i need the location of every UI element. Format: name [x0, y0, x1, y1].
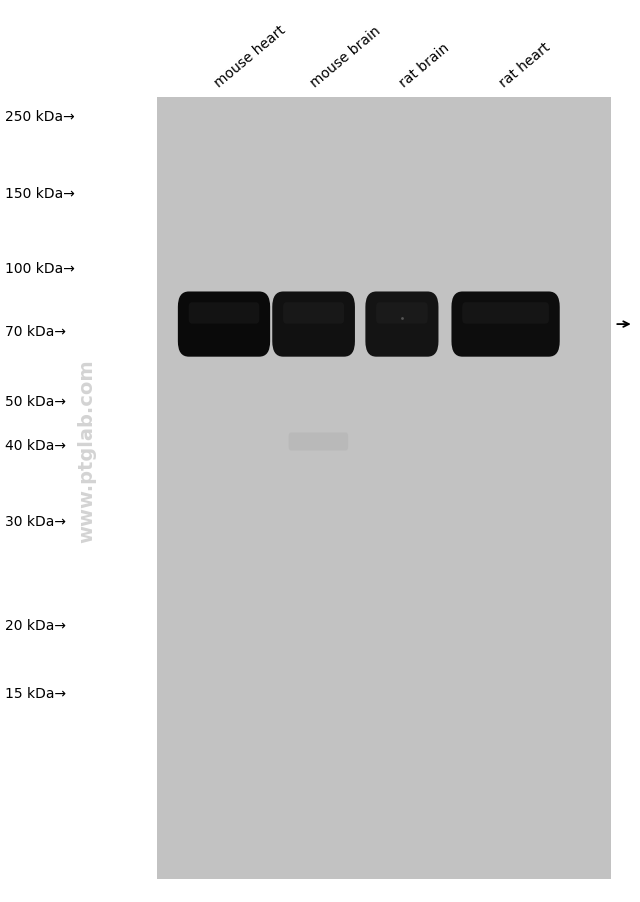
Text: 70 kDa→: 70 kDa→ — [5, 325, 66, 339]
Text: 250 kDa→: 250 kDa→ — [5, 110, 75, 124]
Text: 15 kDa→: 15 kDa→ — [5, 686, 67, 700]
FancyBboxPatch shape — [451, 292, 560, 357]
FancyBboxPatch shape — [289, 433, 348, 451]
Bar — [157, 97, 611, 879]
Text: www.ptglab.com: www.ptglab.com — [77, 359, 96, 543]
Text: 40 kDa→: 40 kDa→ — [5, 438, 66, 453]
Text: 30 kDa→: 30 kDa→ — [5, 514, 66, 529]
Text: mouse heart: mouse heart — [212, 23, 288, 90]
Text: 100 kDa→: 100 kDa→ — [5, 262, 75, 276]
Text: 50 kDa→: 50 kDa→ — [5, 394, 66, 409]
FancyBboxPatch shape — [365, 292, 438, 357]
Text: rat brain: rat brain — [397, 41, 452, 90]
FancyBboxPatch shape — [272, 292, 355, 357]
FancyBboxPatch shape — [283, 303, 344, 324]
FancyBboxPatch shape — [376, 303, 428, 324]
FancyBboxPatch shape — [178, 292, 270, 357]
Bar — [611, 0, 640, 902]
Text: 150 kDa→: 150 kDa→ — [5, 187, 75, 201]
FancyBboxPatch shape — [189, 303, 259, 324]
Text: rat heart: rat heart — [497, 40, 552, 90]
Text: mouse brain: mouse brain — [308, 23, 383, 90]
Text: 20 kDa→: 20 kDa→ — [5, 618, 66, 632]
FancyBboxPatch shape — [462, 303, 549, 324]
Bar — [0, 0, 157, 902]
